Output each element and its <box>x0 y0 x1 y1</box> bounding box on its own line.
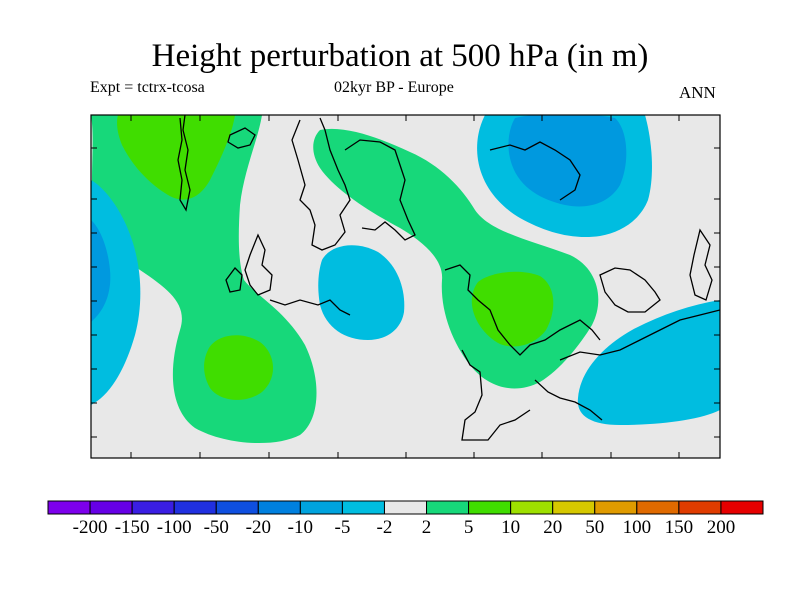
colorbar-swatch <box>89 500 133 515</box>
blue-core-west <box>91 220 111 322</box>
colorbar-swatch <box>552 500 596 515</box>
coast-continent-west <box>269 299 351 316</box>
season-label: ANN <box>679 83 716 102</box>
colorbar-swatch <box>215 500 259 515</box>
blue-region-southeast <box>577 300 720 425</box>
axis-ticks <box>91 115 720 458</box>
colorbar-label: -10 <box>287 517 314 538</box>
colorbar-label: 200 <box>706 517 736 538</box>
blue-region-west <box>91 180 141 405</box>
colorbar-label: -5 <box>334 517 351 538</box>
coast-iberia <box>461 349 531 441</box>
colorbar-swatch <box>510 500 554 515</box>
colorbar-label: -150 <box>114 517 150 538</box>
colorbar-swatch <box>426 500 470 515</box>
experiment-label: Expt = tctrx-tcosa <box>90 79 205 96</box>
coast-caspian <box>689 228 713 301</box>
field-layer <box>91 115 720 458</box>
coast-north-russia <box>489 141 581 201</box>
colorbar-label: 50 <box>585 517 605 538</box>
colorbar-swatch <box>594 500 638 515</box>
colorbar-label: 10 <box>501 517 521 538</box>
colorbar-label: -50 <box>203 517 229 538</box>
coast-british-isles <box>225 233 273 296</box>
colorbar-swatch <box>720 500 764 515</box>
colorbar-label: 100 <box>622 517 652 538</box>
colorbar-swatch <box>257 500 301 515</box>
plot-title: Height perturbation at 500 hPa (in m) <box>151 38 649 74</box>
coast-scandinavia <box>291 117 351 251</box>
colorbar-label: 2 <box>421 517 432 538</box>
colorbar-label: -20 <box>245 517 271 538</box>
coast-black-sea <box>599 267 661 313</box>
coast-greenland <box>177 115 191 212</box>
colorbar-label: 20 <box>543 517 563 538</box>
colorbar-label: -100 <box>156 517 192 538</box>
green-core-midatlantic <box>204 335 274 400</box>
coast-mediterranean <box>534 379 603 421</box>
colorbar-swatch <box>636 500 680 515</box>
colorbar-swatch <box>341 500 385 515</box>
colorbar-label: 150 <box>664 517 694 538</box>
blue-region-central <box>318 245 405 340</box>
coast-baltic <box>344 139 416 241</box>
colorbar-swatch <box>468 500 512 515</box>
coast-iceland <box>227 127 256 149</box>
colorbar-label: -200 <box>72 517 108 538</box>
colorbar-label: 5 <box>463 517 474 538</box>
coastlines <box>177 115 720 441</box>
colorbar-label: -2 <box>376 517 393 538</box>
blue-core-northeast <box>508 115 627 207</box>
period-region-label: 02kyr BP - Europe <box>334 79 454 96</box>
colorbar-swatch <box>173 500 217 515</box>
colorbar-swatch <box>299 500 343 515</box>
colorbar-swatch <box>131 500 175 515</box>
colorbar-swatch <box>383 500 428 515</box>
green-core-northwest <box>117 115 235 200</box>
coast-turkey <box>559 309 720 361</box>
colorbar-swatch <box>47 500 91 515</box>
green-core-balkans <box>471 271 554 347</box>
colorbar-swatch <box>678 500 722 515</box>
colorbar <box>47 500 764 515</box>
coast-italy-balkans <box>444 264 601 356</box>
